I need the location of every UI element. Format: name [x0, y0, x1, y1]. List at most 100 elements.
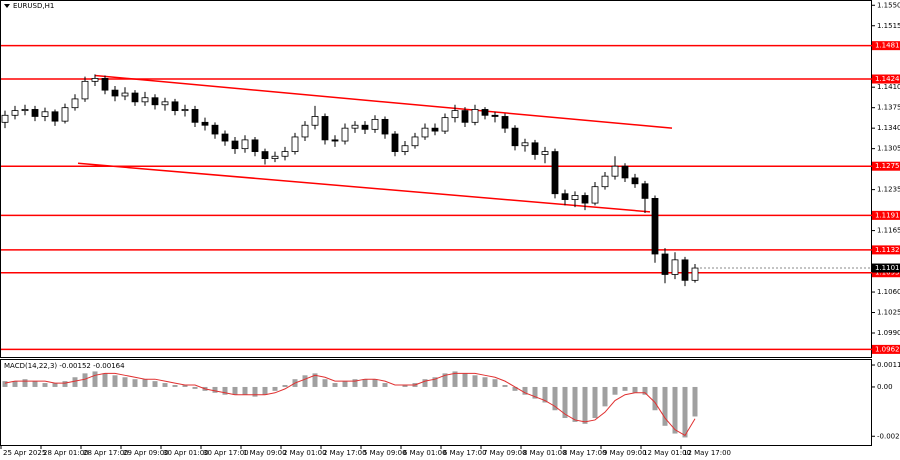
macd-bar — [572, 386, 578, 422]
x-tick-label: 2 May 01:00 — [283, 449, 327, 457]
candle-body — [71, 98, 79, 109]
level-label-box — [872, 268, 900, 278]
candle-body — [601, 175, 609, 188]
candle-body — [321, 116, 329, 141]
candle-body — [641, 183, 649, 199]
macd-title: MACD(14,22,3) -0.00152 -0.00164 — [4, 362, 125, 370]
candle-body — [241, 139, 249, 150]
level-label: 1.1191 — [875, 211, 900, 219]
candle-body — [21, 109, 29, 112]
x-tick-label: 29 Apr 09:00 — [123, 449, 169, 457]
candle-body — [611, 165, 619, 177]
x-tick-label: 25 Apr 2025 — [3, 449, 46, 457]
macd-bar — [592, 386, 598, 419]
macd-y-tick-label: 0.00 — [877, 383, 893, 391]
y-tick-label: 1.0990 — [877, 329, 900, 337]
candle-body — [91, 78, 99, 82]
y-tick-label: 1.1025 — [877, 309, 900, 317]
candle-body — [181, 109, 189, 112]
level-label: 1.1424 — [875, 75, 900, 83]
macd-bar — [532, 386, 538, 399]
macd-bar — [372, 379, 378, 387]
x-tick-label: 30 Apr 17:00 — [203, 449, 249, 457]
macd-bar — [192, 386, 198, 389]
candle-body — [11, 110, 19, 116]
macd-bar — [232, 386, 238, 395]
candle-body — [661, 253, 669, 275]
x-tick-label: 5 May 09:00 — [363, 449, 407, 457]
candle-body — [211, 124, 219, 135]
macd-bar — [422, 379, 428, 387]
y-tick-label: 1.1305 — [877, 145, 900, 153]
macd-bar — [222, 386, 228, 395]
y-tick-label: 1.1410 — [877, 83, 900, 91]
candle-body — [511, 127, 519, 147]
macd-bar — [522, 386, 528, 395]
candle-body — [441, 117, 449, 132]
macd-bar — [602, 386, 608, 407]
symbol-menu-icon — [4, 4, 10, 8]
candle-body — [141, 97, 149, 103]
macd-bar — [332, 383, 338, 387]
macd-bar — [632, 386, 638, 393]
candle-body — [201, 121, 209, 126]
macd-bar — [242, 386, 248, 395]
candle-body — [371, 118, 379, 130]
macd-bar — [302, 375, 308, 387]
macd-bar — [552, 386, 558, 411]
candle-body — [31, 109, 39, 117]
candle-body — [671, 259, 679, 275]
macd-bar — [362, 379, 368, 387]
macd-bar — [132, 379, 138, 387]
macd-bar — [672, 386, 678, 434]
candle-body — [491, 114, 499, 117]
x-tick-label: 2 May 17:00 — [323, 449, 367, 457]
macd-bar — [82, 373, 88, 387]
macd-bar — [492, 379, 498, 387]
macd-bar — [252, 386, 258, 397]
x-tick-label: 9 May 09:00 — [603, 449, 647, 457]
candle-body — [251, 139, 259, 152]
level-label: 1.1481 — [875, 42, 900, 50]
candle-body — [541, 151, 549, 155]
level-label-box — [872, 161, 900, 171]
macd-bar — [122, 377, 128, 387]
candle-body — [151, 97, 159, 106]
macd-bar — [142, 379, 148, 387]
candle-body — [121, 92, 129, 97]
candle-body — [561, 193, 569, 200]
macd-bar — [622, 386, 628, 391]
candle-body — [551, 151, 559, 195]
macd-bar — [32, 381, 38, 387]
candle-body — [411, 136, 419, 147]
candle-body — [481, 109, 489, 116]
candle-body — [581, 195, 589, 204]
macd-y-tick-label: -0.00254 — [877, 432, 900, 440]
x-tick-label: 6 May 17:00 — [443, 449, 487, 457]
candle-body — [691, 267, 699, 281]
y-tick-label: 1.1165 — [877, 227, 900, 235]
x-tick-label: 8 May 01:00 — [523, 449, 567, 457]
candle-body — [231, 140, 239, 150]
macd-bar — [342, 381, 348, 387]
candle-body — [651, 197, 659, 255]
candle-body — [381, 118, 389, 135]
macd-bar — [662, 386, 668, 426]
level-label: 1.1093 — [875, 269, 900, 277]
candle-body — [191, 109, 199, 123]
candle-body — [461, 110, 469, 123]
candle-body — [271, 155, 279, 160]
macd-pane — [0, 359, 872, 446]
macd-bar — [152, 381, 158, 387]
macd-bar — [652, 386, 658, 411]
macd-bar — [642, 386, 648, 395]
x-tick-label: 12 May 17:00 — [683, 449, 731, 457]
macd-bar — [312, 373, 318, 387]
macd-bar — [322, 379, 328, 387]
level-label-box — [872, 210, 900, 220]
candle-body — [621, 165, 629, 179]
y-tick-label: 1.1550 — [877, 1, 900, 9]
candle-body — [421, 127, 429, 138]
candle-body — [171, 101, 179, 112]
macd-bar — [162, 383, 168, 387]
